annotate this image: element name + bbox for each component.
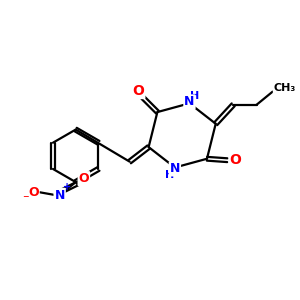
- Text: O: O: [230, 153, 242, 167]
- Text: +: +: [63, 182, 71, 192]
- Text: H: H: [165, 170, 174, 180]
- Text: N: N: [184, 95, 195, 108]
- Text: O: O: [133, 84, 144, 98]
- Text: N: N: [55, 189, 65, 202]
- Text: O: O: [28, 186, 39, 199]
- Text: N: N: [170, 163, 180, 176]
- Text: O: O: [79, 172, 89, 185]
- Text: ⁻: ⁻: [22, 193, 29, 206]
- Text: CH₃: CH₃: [274, 83, 296, 93]
- Text: H: H: [190, 91, 199, 101]
